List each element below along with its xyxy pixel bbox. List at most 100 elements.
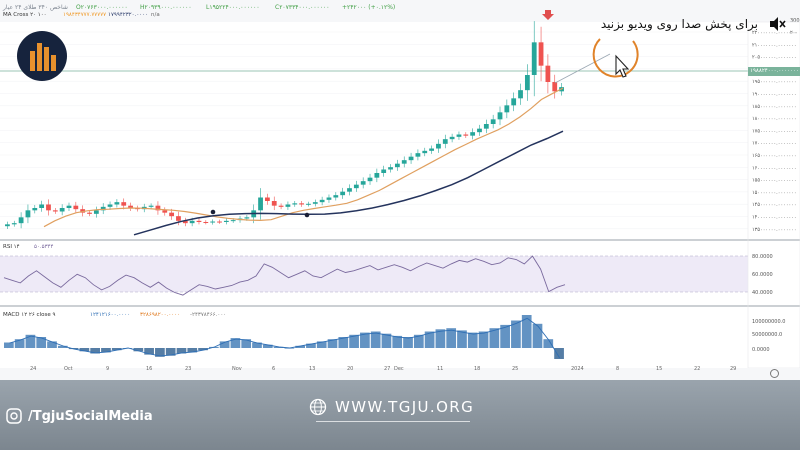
website-url: WWW.TGJU.ORG bbox=[309, 398, 474, 416]
macd-bar bbox=[198, 348, 208, 351]
social-media-icon bbox=[6, 408, 22, 424]
price-axis-label: ۱۳۵۰۰۰۰۰۰.۰۰۰۰۰۰۰ bbox=[752, 227, 797, 233]
price-axis-top-label: ۲۰۰ bbox=[790, 30, 798, 36]
macd-bar bbox=[457, 330, 467, 348]
speaker-muted-icon[interactable] bbox=[768, 16, 786, 32]
candle-body bbox=[442, 139, 448, 144]
candle-body bbox=[100, 206, 106, 211]
macd-bar bbox=[435, 329, 446, 348]
trend-line bbox=[554, 53, 611, 84]
candle-body bbox=[271, 201, 277, 206]
candle-body bbox=[504, 105, 510, 113]
candle-body bbox=[66, 205, 72, 208]
price-axis-label: ۲۰۵۰۰۰۰۰۰.۰۰۰۰۰۰۰ bbox=[752, 55, 797, 61]
macd-bar bbox=[165, 348, 176, 356]
candle-body bbox=[230, 220, 236, 222]
price-axis-label: ۱۵۵۰۰۰۰۰۰.۰۰۰۰۰۰۰ bbox=[752, 178, 797, 184]
macd-bar bbox=[349, 334, 359, 348]
ma20-value: ۱۹۸۴۳۴۷۷۷.۷۷۷۷۷ bbox=[63, 12, 107, 18]
macd-bar bbox=[478, 331, 489, 348]
candle-body bbox=[524, 75, 530, 91]
candle-body bbox=[490, 119, 496, 124]
macd-bar bbox=[554, 348, 564, 359]
macd-bar bbox=[424, 331, 435, 348]
macd-bar bbox=[219, 341, 230, 348]
candle-body bbox=[121, 202, 127, 206]
rsi-axis-60: 60.0000 bbox=[752, 272, 773, 278]
rsi-band bbox=[0, 256, 748, 292]
cross-marker-1 bbox=[210, 209, 216, 215]
macd-bar bbox=[4, 342, 14, 348]
price-axis: ۲۲۰۰۰۰۰۰۰.۰۰۰۰۰۰۰ ۲۱۰۰۰۰۰۰۰.۰۰۰۰۰۰۰ ۲۰۵۰۰۰… bbox=[752, 18, 800, 233]
price-chart[interactable]: ۲۲۰۰۰۰۰۰۰.۰۰۰۰۰۰۰ ۲۱۰۰۰۰۰۰۰.۰۰۰۰۰۰۰ ۲۰۵۰۰۰… bbox=[0, 0, 800, 380]
x-tick: 2024 bbox=[571, 366, 584, 372]
candle-body bbox=[11, 223, 17, 225]
price-axis-label: ۱۹۰۰۰۰۰۰۰.۰۰۰۰۰۰۰ bbox=[752, 92, 797, 98]
price-axis-label: ۱۸۰۰۰۰۰۰۰.۰۰۰۰۰۰۰ bbox=[752, 116, 797, 122]
candle-body bbox=[497, 112, 503, 120]
settings-gear-icon[interactable] bbox=[770, 369, 779, 378]
x-tick: 8 bbox=[616, 366, 620, 372]
x-tick: 13 bbox=[309, 366, 316, 372]
candle-body bbox=[107, 204, 113, 207]
candle-body bbox=[182, 220, 188, 224]
candle-body bbox=[189, 220, 195, 224]
macd-bar bbox=[489, 328, 500, 348]
candle-body bbox=[73, 205, 79, 210]
globe-icon bbox=[309, 398, 327, 416]
candle-body bbox=[244, 217, 250, 219]
ma100-line bbox=[133, 130, 564, 236]
candle-body bbox=[340, 191, 346, 196]
candle-body bbox=[456, 134, 462, 137]
candle-body bbox=[319, 199, 325, 203]
price-axis-label: ۱۶۰۰۰۰۰۰۰.۰۰۰۰۰۰۰ bbox=[752, 165, 797, 171]
macd-bar bbox=[101, 348, 111, 353]
current-price-tag: ۱۹۸۸۲۴۰۰۰.۰۰۰۰۰۰۰ bbox=[748, 67, 800, 76]
candle-body bbox=[52, 210, 58, 212]
candle-body bbox=[128, 205, 133, 208]
macd-value-3: -۲۴۳۷۸۴۶۶.۰۰۰ bbox=[190, 312, 226, 318]
price-axis-label: ۱۹۵۰۰۰۰۰۰.۰۰۰۰۰۰۰ bbox=[752, 79, 797, 85]
macd-histogram bbox=[4, 315, 564, 359]
macd-bar bbox=[467, 332, 478, 348]
candle-body bbox=[415, 153, 421, 157]
website-url-text: WWW.TGJU.ORG bbox=[335, 398, 475, 416]
symbol-label: شاخص ۳۴۰ طلای ۲۴ عیار bbox=[3, 4, 68, 11]
time-axis: 24 Oct 9 16 23 Nov 6 13 20 27 Dec 11 18 … bbox=[0, 366, 800, 380]
ma100-value: ۱۷۹۹۴۲۳۲۰.۰۰۰۰ bbox=[108, 12, 149, 18]
social-handle: /TgjuSocialMedia bbox=[6, 408, 153, 424]
candle-body bbox=[360, 181, 366, 185]
candle-body bbox=[39, 204, 45, 208]
candle-body bbox=[326, 197, 332, 200]
candle-body bbox=[463, 134, 469, 136]
candle-body bbox=[196, 220, 202, 222]
rsi-line bbox=[3, 255, 566, 296]
price-axis-label: ۱۶۵۰۰۰۰۰۰.۰۰۰۰۰۰۰ bbox=[752, 153, 797, 159]
macd-bar bbox=[155, 348, 165, 357]
candle-body bbox=[401, 160, 407, 164]
change-value: +۲۴۲۰۰۰ (+۰.۱۲%) bbox=[342, 4, 396, 11]
candle-body bbox=[470, 132, 476, 136]
x-tick: 25 bbox=[512, 366, 519, 372]
macd-bar bbox=[252, 342, 262, 348]
candlesticks bbox=[5, 21, 564, 229]
candle-body bbox=[353, 184, 359, 189]
x-tick: 22 bbox=[694, 366, 701, 372]
macd-bar bbox=[543, 339, 554, 348]
macd-bar bbox=[90, 348, 101, 354]
rsi-label: RSI ۱۴ bbox=[3, 244, 20, 250]
x-tick: Nov bbox=[232, 366, 242, 372]
unmute-prompt[interactable]: برای پخش صدا روی ویدیو بزنید bbox=[601, 10, 786, 38]
ma-cross-label: MA Cross ۲۰ ۱۰۰ bbox=[3, 12, 47, 18]
macd-axis-2: 50000000.0 bbox=[752, 332, 782, 338]
url-underline bbox=[316, 421, 470, 422]
candle-body bbox=[87, 212, 92, 214]
candle-body bbox=[217, 221, 222, 223]
candle-body bbox=[32, 208, 38, 211]
macd-bar bbox=[392, 335, 403, 348]
candle-body bbox=[93, 210, 99, 214]
price-axis-label: ۱۸۵۰۰۰۰۰۰.۰۰۰۰۰۰۰ bbox=[752, 104, 797, 110]
candle-body bbox=[477, 128, 482, 133]
candle-body bbox=[203, 222, 209, 223]
